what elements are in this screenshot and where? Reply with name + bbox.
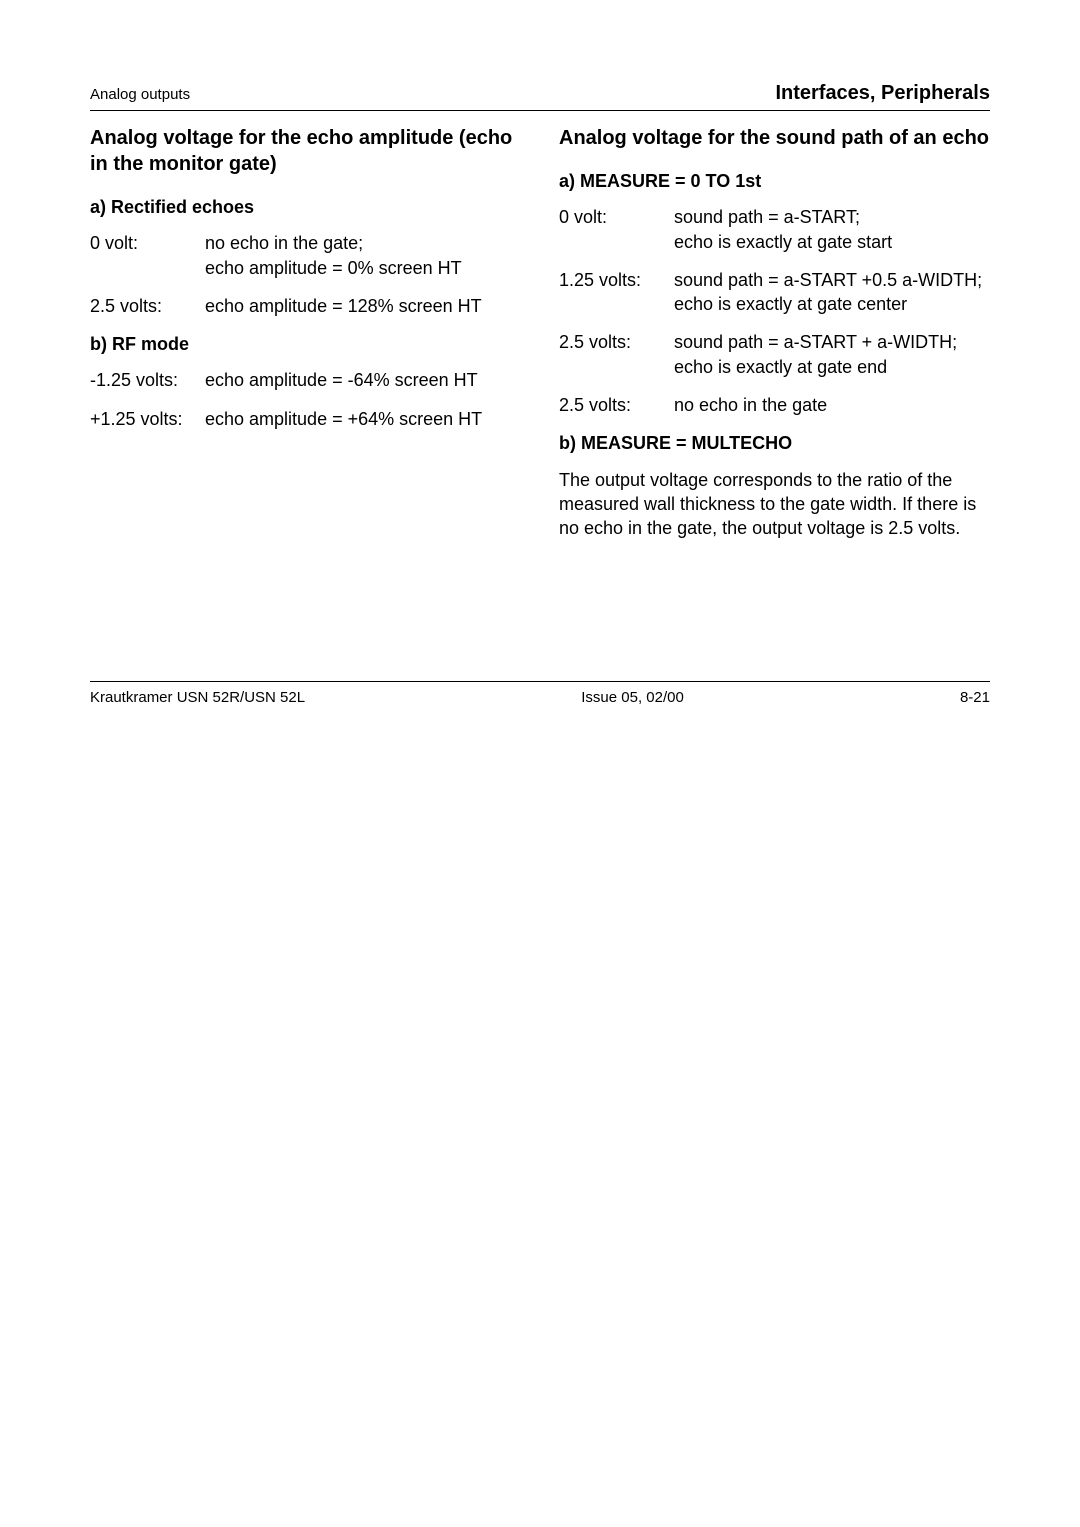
volt-label: +1.25 volts: — [90, 407, 205, 431]
volt-label: 2.5 volts: — [559, 393, 674, 417]
volt-value: no echo in the gate; echo amplitude = 0%… — [205, 231, 521, 280]
left-title: Analog voltage for the echo amplitude (e… — [90, 125, 521, 177]
value-line: echo is exactly at gate end — [674, 357, 887, 377]
value-line: sound path = a-START +0.5 a-WIDTH; — [674, 270, 982, 290]
right-sec-a-heading: a) MEASURE = 0 TO 1st — [559, 169, 990, 193]
left-sec-a-heading: a) Rectified echoes — [90, 195, 521, 219]
right-column: Analog voltage for the sound path of an … — [559, 125, 990, 541]
footer-left: Krautkramer USN 52R/USN 52L — [90, 688, 305, 708]
volt-value: sound path = a-START +0.5 a-WIDTH; echo … — [674, 268, 990, 317]
right-sec-b-para: The output voltage corresponds to the ra… — [559, 468, 990, 541]
value-line: echo amplitude = 0% screen HT — [205, 258, 462, 278]
content-columns: Analog voltage for the echo amplitude (e… — [90, 125, 990, 541]
footer-center: Issue 05, 02/00 — [581, 688, 684, 708]
volt-value: sound path = a-START + a-WIDTH; echo is … — [674, 330, 990, 379]
definition-row: 2.5 volts: echo amplitude = 128% screen … — [90, 294, 521, 318]
value-line: echo amplitude = -64% screen HT — [205, 370, 478, 390]
right-title: Analog voltage for the sound path of an … — [559, 125, 990, 151]
value-line: sound path = a-START; — [674, 207, 860, 227]
definition-row: 2.5 volts: no echo in the gate — [559, 393, 990, 417]
right-sec-b-heading: b) MEASURE = MULTECHO — [559, 431, 990, 455]
left-column: Analog voltage for the echo amplitude (e… — [90, 125, 521, 541]
definition-row: +1.25 volts: echo amplitude = +64% scree… — [90, 407, 521, 431]
footer-rule: Krautkramer USN 52R/USN 52L Issue 05, 02… — [90, 681, 990, 708]
left-sec-b-heading: b) RF mode — [90, 332, 521, 356]
value-line: sound path = a-START + a-WIDTH; — [674, 332, 957, 352]
definition-row: 1.25 volts: sound path = a-START +0.5 a-… — [559, 268, 990, 317]
volt-value: sound path = a-START; echo is exactly at… — [674, 205, 990, 254]
volt-label: -1.25 volts: — [90, 368, 205, 392]
volt-value: echo amplitude = +64% screen HT — [205, 407, 521, 431]
value-line: no echo in the gate; — [205, 233, 363, 253]
value-line: no echo in the gate — [674, 395, 827, 415]
volt-label: 1.25 volts: — [559, 268, 674, 317]
definition-row: 2.5 volts: sound path = a-START + a-WIDT… — [559, 330, 990, 379]
value-line: echo amplitude = +64% screen HT — [205, 409, 482, 429]
volt-label: 2.5 volts: — [90, 294, 205, 318]
volt-value: echo amplitude = -64% screen HT — [205, 368, 521, 392]
header-section-label: Analog outputs — [90, 85, 190, 105]
header-chapter-label: Interfaces, Peripherals — [775, 80, 990, 107]
value-line: echo amplitude = 128% screen HT — [205, 296, 482, 316]
definition-row: 0 volt: sound path = a-START; echo is ex… — [559, 205, 990, 254]
volt-value: no echo in the gate — [674, 393, 990, 417]
header-bar: Analog outputs Interfaces, Peripherals — [90, 80, 990, 111]
volt-label: 2.5 volts: — [559, 330, 674, 379]
footer-bar: Krautkramer USN 52R/USN 52L Issue 05, 02… — [90, 688, 990, 708]
footer-right: 8-21 — [960, 688, 990, 708]
volt-label: 0 volt: — [90, 231, 205, 280]
value-line: echo is exactly at gate center — [674, 294, 907, 314]
definition-row: 0 volt: no echo in the gate; echo amplit… — [90, 231, 521, 280]
value-line: echo is exactly at gate start — [674, 232, 892, 252]
definition-row: -1.25 volts: echo amplitude = -64% scree… — [90, 368, 521, 392]
volt-value: echo amplitude = 128% screen HT — [205, 294, 521, 318]
volt-label: 0 volt: — [559, 205, 674, 254]
